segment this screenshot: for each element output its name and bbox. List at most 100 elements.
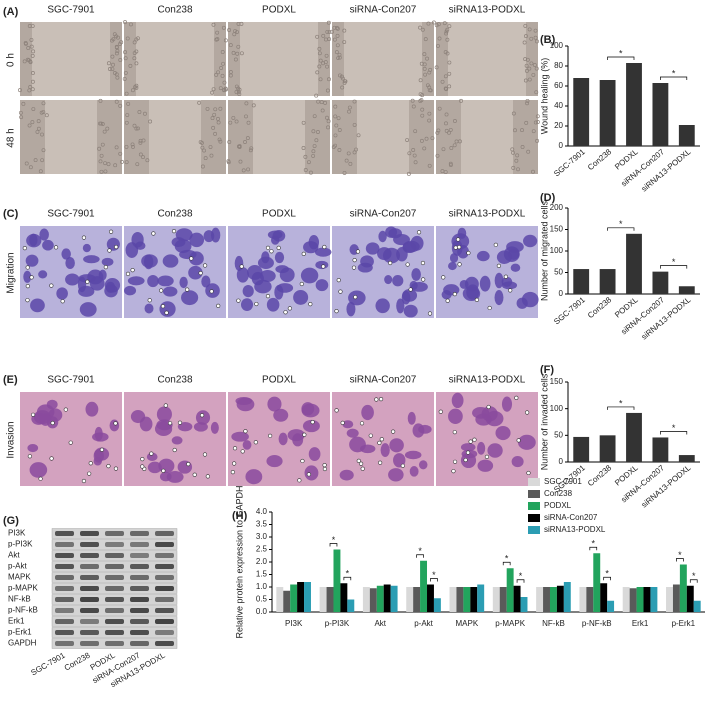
bar	[463, 587, 471, 612]
cell	[218, 106, 223, 111]
cell	[436, 22, 441, 27]
cell	[127, 276, 145, 286]
column-header: PODXL	[262, 5, 296, 16]
pore	[378, 460, 383, 465]
cell	[311, 149, 316, 154]
cell	[123, 56, 128, 61]
blot-band	[130, 542, 149, 547]
blot-label: p-PI3K	[8, 540, 33, 549]
blot-band	[105, 608, 124, 613]
pore	[22, 246, 27, 251]
cell	[339, 469, 354, 481]
cell	[99, 153, 104, 158]
cell	[304, 465, 319, 481]
cell	[327, 30, 332, 35]
cell	[527, 27, 532, 32]
cell	[335, 43, 340, 48]
cell	[219, 66, 224, 70]
blot-band	[130, 531, 149, 536]
cell	[423, 72, 428, 77]
cell	[138, 152, 143, 157]
cell	[244, 114, 248, 119]
bar	[319, 587, 327, 612]
cell	[327, 37, 332, 41]
cell	[356, 133, 361, 138]
cell	[523, 234, 538, 248]
cell	[44, 113, 49, 118]
pore	[353, 295, 358, 300]
cell	[494, 272, 504, 289]
cell	[447, 84, 452, 89]
cell	[315, 34, 320, 39]
pore	[452, 459, 458, 464]
cell	[137, 110, 142, 114]
cell	[477, 441, 486, 455]
pore	[334, 309, 339, 314]
cell	[365, 242, 380, 255]
cell	[520, 128, 524, 133]
blot-label: p-NF-kB	[8, 606, 38, 615]
blot-band	[155, 553, 174, 558]
cell	[529, 61, 534, 66]
cell	[404, 450, 422, 460]
cell	[23, 270, 32, 283]
cell	[28, 165, 33, 170]
blot-band	[155, 542, 174, 547]
y-axis-label: Number of invaded cells	[539, 373, 549, 470]
panel-label: (H)	[232, 510, 248, 522]
cell	[435, 153, 440, 158]
cell	[410, 98, 415, 103]
cell	[27, 88, 32, 93]
blot-band	[105, 619, 124, 624]
cell	[413, 129, 418, 134]
blot-band	[55, 564, 74, 569]
cell	[124, 285, 137, 296]
pore	[336, 277, 341, 283]
y-tick-label: 50	[554, 268, 563, 277]
cell	[335, 25, 339, 30]
cell	[41, 110, 46, 115]
pore	[29, 275, 34, 280]
bar	[626, 233, 642, 294]
cell	[524, 68, 529, 73]
cell	[444, 112, 449, 117]
bar	[599, 435, 616, 462]
cell	[220, 50, 225, 54]
cell	[30, 53, 35, 58]
cell	[218, 139, 223, 144]
cell	[448, 163, 453, 167]
column-header: siRNA13-PODXL	[449, 5, 526, 16]
cell	[464, 276, 479, 292]
blot-band	[80, 641, 99, 646]
cell-layer	[332, 22, 344, 96]
cell	[33, 158, 38, 163]
pore	[53, 245, 59, 250]
significance-bracket	[343, 576, 352, 581]
cell	[30, 24, 35, 29]
cell	[527, 66, 532, 71]
panel-label: (D)	[540, 192, 556, 204]
y-tick-label: 150	[550, 225, 564, 234]
cell	[125, 113, 130, 117]
cell	[325, 64, 330, 69]
pore	[283, 310, 288, 315]
cell	[348, 161, 353, 166]
blot-label: MAPK	[8, 573, 31, 582]
cell	[208, 145, 213, 150]
cell	[120, 159, 124, 164]
cell	[303, 167, 308, 172]
significance-bracket	[607, 56, 635, 60]
column-header: Con238	[157, 209, 192, 220]
row-label: 48 h	[6, 128, 17, 147]
cell	[157, 275, 174, 287]
bar	[622, 587, 630, 612]
pore	[140, 464, 145, 469]
cell	[221, 61, 226, 66]
cell	[98, 121, 102, 126]
cell	[235, 396, 253, 406]
cell	[100, 122, 105, 126]
pore	[171, 229, 177, 234]
pore	[276, 245, 281, 250]
cell	[479, 275, 491, 292]
cell	[435, 130, 440, 135]
